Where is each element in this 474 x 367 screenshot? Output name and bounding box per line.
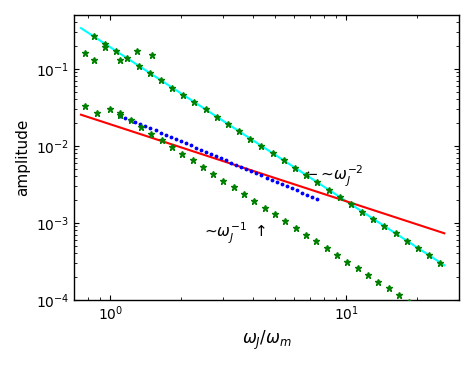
Text: ~$\omega_J^{-1}$ $\uparrow$: ~$\omega_J^{-1}$ $\uparrow$ bbox=[204, 221, 266, 246]
X-axis label: $\omega_J/\omega_m$: $\omega_J/\omega_m$ bbox=[241, 329, 292, 352]
Y-axis label: amplitude: amplitude bbox=[15, 119, 30, 196]
Text: $\leftarrow$~$\omega_J^{-2}$: $\leftarrow$~$\omega_J^{-2}$ bbox=[302, 164, 364, 189]
